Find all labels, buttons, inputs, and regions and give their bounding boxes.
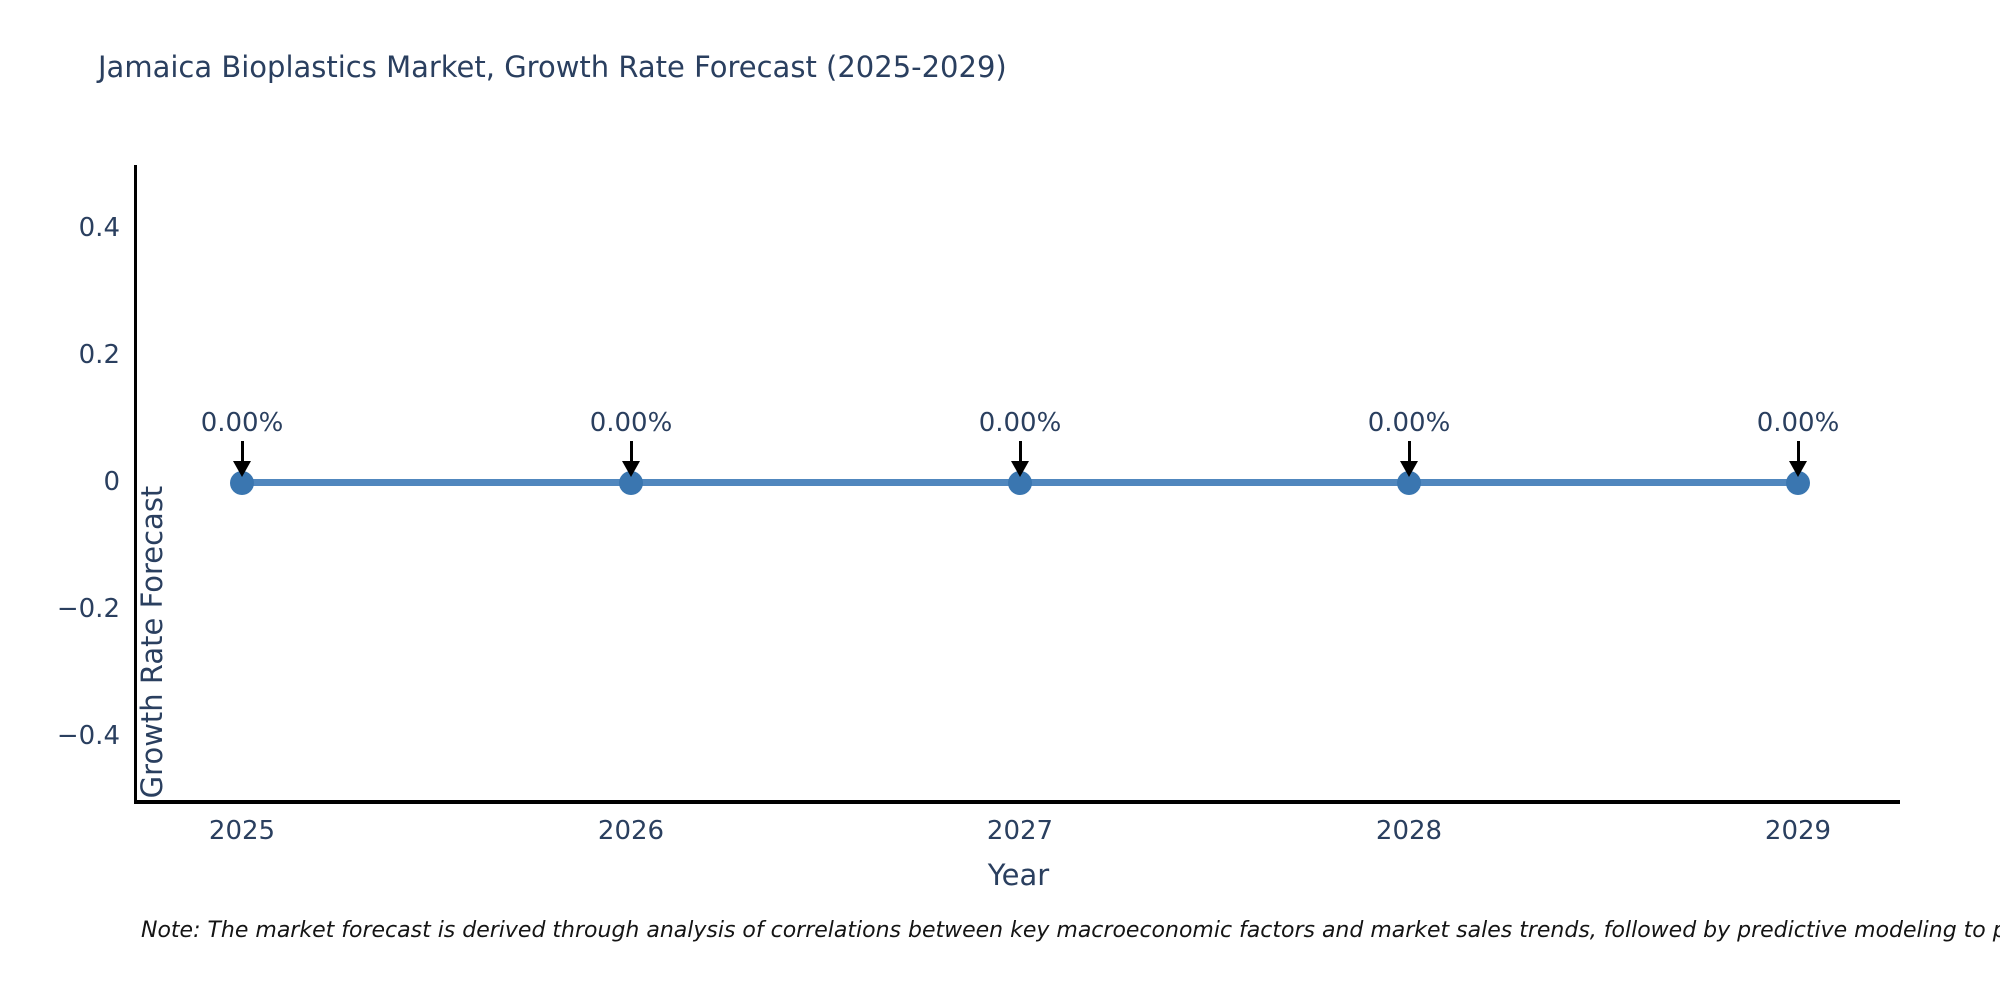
x-tick-label: 2026 (597, 816, 665, 846)
chart-title: Jamaica Bioplastics Market, Growth Rate … (98, 50, 1007, 84)
data-point-label: 0.00% (1756, 407, 1840, 438)
y-tick-label: −0.4 (56, 720, 120, 751)
annotation-arrow-head (1789, 460, 1807, 477)
annotation-arrow-shaft (240, 440, 244, 465)
annotation-arrow-shaft (629, 440, 633, 465)
data-point-label: 0.00% (1367, 407, 1451, 438)
data-point-label: 0.00% (978, 407, 1062, 438)
y-tick-label: −0.2 (56, 593, 120, 624)
data-point-label: 0.00% (589, 407, 673, 438)
y-axis-line (134, 165, 137, 803)
annotation-arrow-shaft (1018, 440, 1022, 465)
x-axis-title: Year (987, 858, 1050, 892)
y-tick-label: 0 (103, 466, 120, 497)
plot-area: Growth Rate Forecast 0.4 0.2 0 −0.2 −0.4 2025… (57, 165, 1900, 846)
x-tick-label: 2025 (208, 816, 276, 846)
x-tick-label: 2029 (1764, 816, 1832, 846)
x-axis-line (134, 800, 1900, 804)
annotation-arrow-head (1400, 460, 1418, 477)
annotation-arrow-shaft (1796, 440, 1800, 465)
y-tick-label: 0.2 (78, 339, 120, 370)
x-tick-label: 2028 (1375, 816, 1443, 846)
data-point-label: 0.00% (200, 407, 284, 438)
annotation-arrow-shaft (1407, 440, 1411, 465)
annotation-arrow-head (1011, 460, 1029, 477)
x-tick-label: 2027 (986, 816, 1054, 846)
annotation-arrow-head (622, 460, 640, 477)
annotation-arrow-head (233, 460, 251, 477)
y-tick-label: 0.4 (78, 212, 120, 243)
footnote: Note: The market forecast is derived thr… (141, 918, 2000, 943)
